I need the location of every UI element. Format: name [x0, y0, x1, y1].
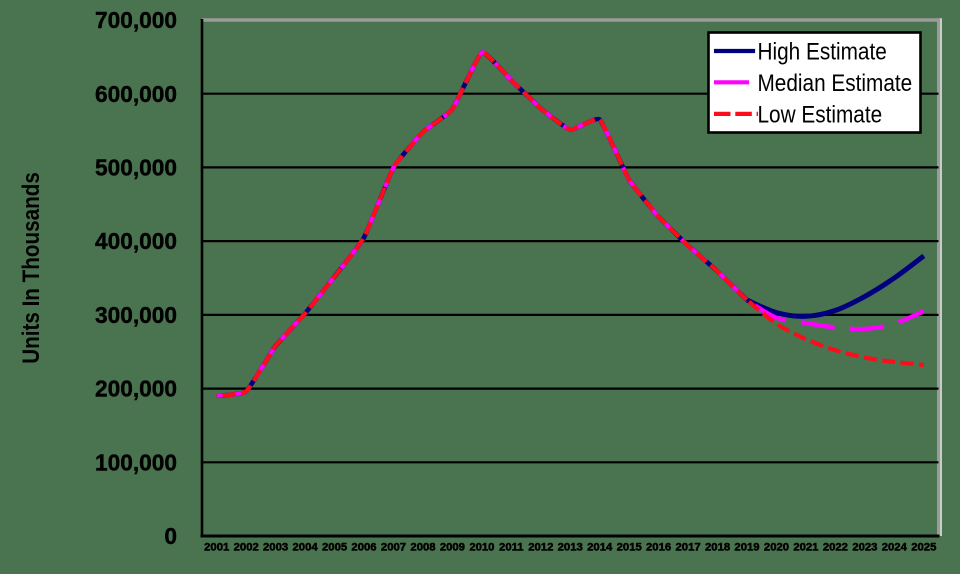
svg-text:2013: 2013 [558, 542, 583, 554]
svg-text:2021: 2021 [793, 542, 818, 554]
svg-text:2014: 2014 [587, 542, 613, 554]
svg-text:2020: 2020 [764, 542, 789, 554]
svg-text:2022: 2022 [823, 542, 848, 554]
svg-text:700,000: 700,000 [95, 7, 177, 33]
svg-text:200,000: 200,000 [95, 376, 177, 402]
svg-text:2009: 2009 [440, 542, 465, 554]
svg-text:Median Estimate: Median Estimate [758, 70, 913, 97]
svg-text:2008: 2008 [410, 542, 435, 554]
svg-text:2017: 2017 [676, 542, 701, 554]
svg-text:2004: 2004 [293, 542, 319, 554]
svg-text:500,000: 500,000 [95, 155, 177, 181]
svg-text:2007: 2007 [381, 542, 406, 554]
svg-text:2010: 2010 [469, 542, 494, 554]
svg-text:2015: 2015 [617, 542, 642, 554]
svg-text:400,000: 400,000 [95, 228, 177, 254]
svg-text:2023: 2023 [852, 542, 877, 554]
svg-text:2024: 2024 [882, 542, 908, 554]
svg-text:100,000: 100,000 [95, 449, 177, 475]
svg-text:2016: 2016 [646, 542, 671, 554]
svg-text:2006: 2006 [351, 542, 376, 554]
svg-text:600,000: 600,000 [95, 81, 177, 107]
svg-text:2019: 2019 [734, 542, 759, 554]
svg-text:2012: 2012 [528, 542, 553, 554]
svg-text:2005: 2005 [322, 542, 347, 554]
svg-text:Low Estimate: Low Estimate [758, 101, 883, 128]
svg-text:0: 0 [164, 523, 177, 549]
svg-text:2025: 2025 [911, 542, 936, 554]
svg-text:2001: 2001 [204, 542, 229, 554]
svg-text:2018: 2018 [705, 542, 730, 554]
svg-text:Units In Thousands: Units In Thousands [17, 172, 44, 364]
svg-text:2002: 2002 [234, 542, 259, 554]
svg-text:High Estimate: High Estimate [758, 38, 887, 65]
svg-text:2011: 2011 [499, 542, 524, 554]
svg-text:2003: 2003 [263, 542, 288, 554]
svg-text:300,000: 300,000 [95, 302, 177, 328]
